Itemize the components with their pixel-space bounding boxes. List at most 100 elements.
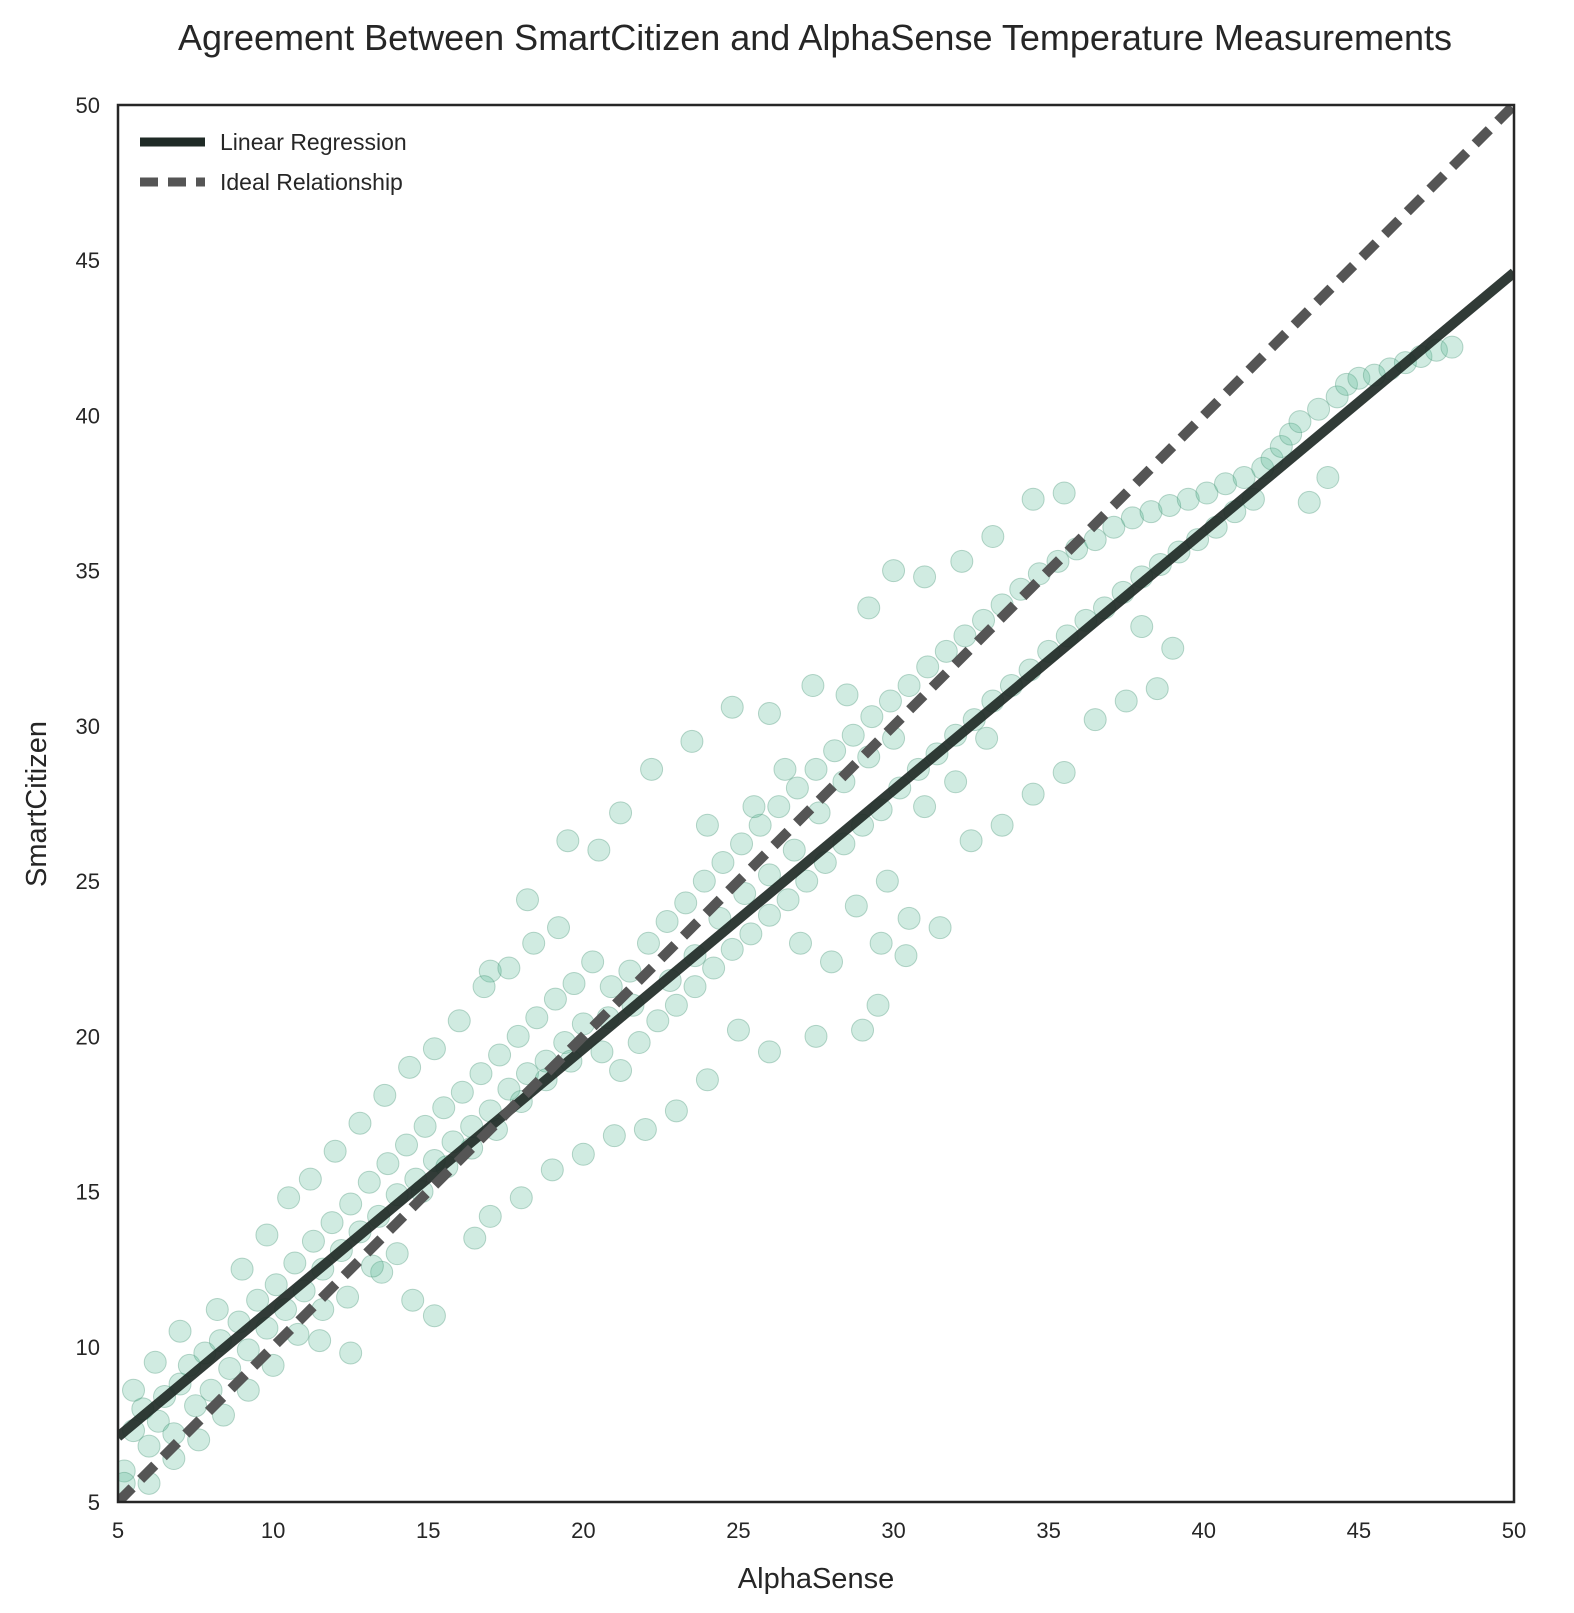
scatter-point (301, 1229, 325, 1253)
scatter-point (478, 1204, 502, 1228)
scatter-point (695, 1068, 719, 1092)
scatter-point (757, 863, 781, 887)
scatter-point (602, 1124, 626, 1148)
scatter-point (1145, 677, 1169, 701)
x-tick-label: 35 (1036, 1518, 1060, 1543)
scatter-point (323, 1139, 347, 1163)
scatter-point (562, 972, 586, 996)
legend-label-linear-regression: Linear Regression (220, 129, 407, 155)
x-axis-label: AlphaSense (738, 1563, 894, 1595)
scatter-point (1021, 782, 1045, 806)
scatter-point (950, 549, 974, 573)
scatter-point (509, 1186, 533, 1210)
scatter-point (422, 1037, 446, 1061)
scatter-point (944, 770, 968, 794)
scatter-point (928, 916, 952, 940)
scatter-point (782, 838, 806, 862)
scatter-point (1316, 466, 1340, 490)
scatter-point (1195, 481, 1219, 505)
x-axis-ticks: 5 10 15 20 25 30 35 40 45 50 (112, 1518, 1526, 1543)
scatter-point (522, 931, 546, 955)
scatter-point (726, 1018, 750, 1042)
scatter-point (851, 1018, 875, 1042)
scatter-point (556, 829, 580, 853)
scatter-point (298, 1167, 322, 1191)
scatter-point (730, 832, 754, 856)
scatter-point (236, 1378, 260, 1402)
scatter-point (336, 1285, 360, 1309)
scatter-point (581, 950, 605, 974)
scatter-point (211, 1403, 235, 1427)
scatter-point (122, 1378, 146, 1402)
scatter-point (823, 739, 847, 763)
scatter-point (506, 1024, 530, 1048)
scatter-point (655, 909, 679, 933)
scatter-point (236, 1338, 260, 1362)
scatter-point (463, 1226, 487, 1250)
scatter-point (497, 956, 521, 980)
scatter-point (773, 757, 797, 781)
scatter-point (990, 813, 1014, 837)
y-tick-label: 20 (76, 1024, 100, 1049)
scatter-point (711, 850, 735, 874)
scatter-point (246, 1288, 270, 1312)
x-tick-label: 15 (416, 1518, 440, 1543)
scatter-point (1213, 472, 1237, 496)
scatter-point (841, 723, 865, 747)
scatter-point (395, 1133, 419, 1157)
x-tick-label: 10 (261, 1518, 285, 1543)
scatter-point (261, 1353, 285, 1377)
scatter-point (447, 1009, 471, 1033)
y-tick-label: 10 (76, 1335, 100, 1360)
y-tick-label: 25 (76, 869, 100, 894)
scatter-point (450, 1080, 474, 1104)
y-tick-label: 40 (76, 403, 100, 428)
scatter-point (695, 813, 719, 837)
scatter-point (757, 903, 781, 927)
scatter-point (255, 1223, 279, 1247)
scatter-point (788, 931, 812, 955)
scatter-point (1120, 506, 1144, 530)
x-tick-label: 25 (726, 1518, 750, 1543)
legend-label-ideal-relationship: Ideal Relationship (220, 169, 403, 195)
scatter-point (664, 1099, 688, 1123)
scatter-point (571, 1142, 595, 1166)
scatter-point (739, 922, 763, 946)
y-tick-label: 30 (76, 714, 100, 739)
scatter-point (618, 959, 642, 983)
ideal-relationship-line (118, 105, 1514, 1502)
x-tick-label: 20 (571, 1518, 595, 1543)
scatter-point (776, 888, 800, 912)
scatter-point (118, 1459, 136, 1483)
scatter-point (674, 891, 698, 915)
scatter-point (488, 1043, 512, 1067)
scatter-point (702, 956, 726, 980)
scatter-point (1440, 335, 1464, 359)
scatter-point (844, 894, 868, 918)
scatter-point (230, 1257, 254, 1281)
scatter-point (422, 1304, 446, 1328)
scatter-point (376, 1152, 400, 1176)
scatter-point (875, 869, 899, 893)
scatter-point (757, 701, 781, 725)
scatter-point (398, 1055, 422, 1079)
scatter-point (401, 1288, 425, 1312)
y-tick-label: 5 (88, 1490, 100, 1515)
scatter-point (1083, 708, 1107, 732)
scatter-point (640, 757, 664, 781)
scatter-point (959, 829, 983, 853)
scatter-point (820, 950, 844, 974)
scatter-point (804, 1024, 828, 1048)
scatter-point (1232, 466, 1256, 490)
scatter-point (413, 1114, 437, 1138)
scatter-point (627, 1031, 651, 1055)
scatter-point (857, 596, 881, 620)
scatter-point (187, 1428, 211, 1452)
scatter-point (320, 1211, 344, 1235)
scatter-point (767, 795, 791, 819)
scatter-point (205, 1298, 229, 1322)
scatter-point (1052, 481, 1076, 505)
scatter-point (360, 1254, 384, 1278)
